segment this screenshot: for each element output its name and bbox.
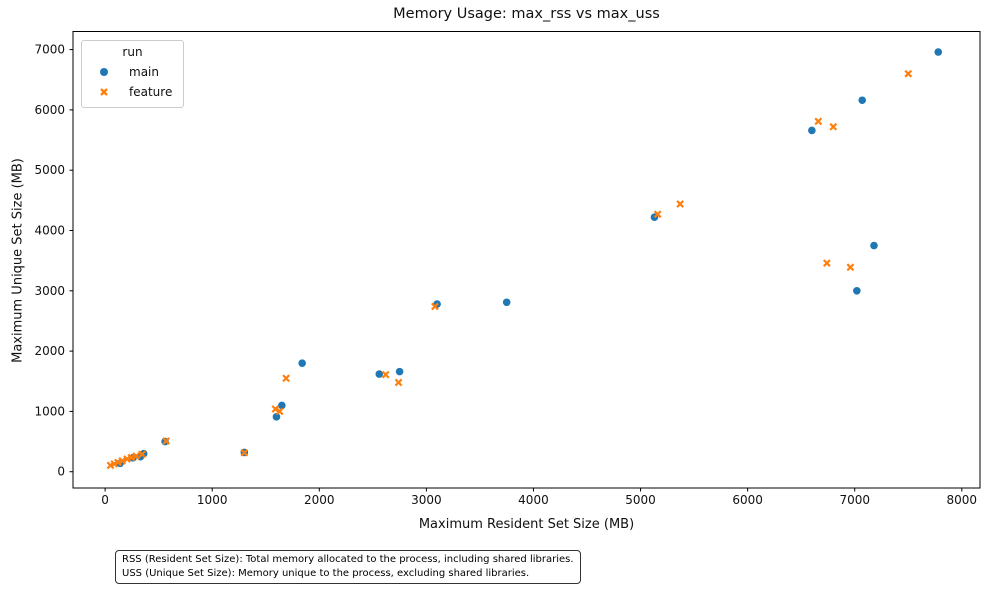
x-tick-label: 0	[101, 493, 109, 507]
scatter-point-feature	[814, 117, 823, 126]
scatter-point-feature	[904, 69, 913, 78]
scatter-point-main	[272, 413, 281, 421]
scatter-point-feature	[138, 450, 146, 459]
scatter-point-main	[502, 298, 511, 307]
scatter-point-feature	[822, 259, 831, 267]
scatter-point-feature	[676, 200, 685, 208]
y-tick-label: 4000	[34, 224, 65, 238]
scatter-point-feature	[127, 453, 136, 462]
x-tick-label: 8000	[947, 493, 978, 507]
legend-entry-feature: feature	[88, 82, 177, 102]
x-tick-label: 5000	[625, 493, 656, 507]
y-axis-label: Maximum Unique Set Size (MB)	[10, 158, 26, 363]
scatter-point-main	[853, 287, 861, 295]
y-tick-label: 5000	[34, 163, 65, 177]
scatter-point-feature	[162, 437, 171, 445]
footnote-line-uss: USS (Unique Set Size): Memory unique to …	[122, 567, 530, 579]
scatter-point-feature	[132, 452, 141, 460]
x-tick-label: 6000	[732, 493, 763, 507]
x-tick-label: 3000	[411, 493, 442, 507]
scatter-point-feature	[829, 122, 838, 131]
scatter-point-feature	[394, 378, 403, 387]
x-marker-icon	[100, 88, 108, 96]
x-tick-label: 2000	[304, 493, 335, 507]
scatter-point-feature	[271, 405, 280, 413]
scatter-point-feature	[381, 370, 390, 379]
legend-entry-main: main	[88, 62, 177, 82]
scatter-point-feature	[431, 302, 439, 311]
legend-title: run	[122, 45, 143, 59]
scatter-point-feature	[846, 263, 855, 272]
scatter-point-main	[858, 96, 867, 105]
scatter-point-main	[375, 370, 384, 378]
legend-label-feature: feature	[129, 85, 173, 99]
x-tick-label: 7000	[839, 493, 870, 507]
y-tick-label: 0	[57, 465, 65, 479]
y-tick-label: 2000	[34, 344, 65, 358]
x-tick-label: 1000	[197, 493, 228, 507]
x-axis-label: Maximum Resident Set Size (MB)	[418, 517, 635, 532]
scatter-point-main	[395, 367, 404, 376]
circle-marker-icon	[100, 68, 108, 76]
scatter-point-feature	[118, 456, 127, 465]
scatter-point-main	[934, 48, 943, 56]
legend: run main feature	[81, 40, 184, 108]
chart-title: Memory Usage: max_rss vs max_uss	[393, 6, 660, 22]
axes-frame	[72, 31, 981, 489]
footnote-line-rss: RSS (Resident Set Size): Total memory al…	[122, 554, 574, 565]
y-tick-label: 1000	[34, 404, 65, 418]
footnote-box: RSS (Resident Set Size): Total memory al…	[115, 550, 581, 584]
x-tick-label: 4000	[518, 493, 549, 507]
scatter-point-feature	[282, 374, 290, 383]
y-tick-label: 3000	[34, 284, 65, 298]
y-tick-label: 7000	[34, 43, 65, 57]
scatter-point-feature	[653, 210, 662, 219]
scatter-point-main	[808, 126, 816, 135]
y-tick-label: 6000	[34, 103, 65, 117]
scatter-point-feature	[275, 407, 284, 416]
scatter-point-main	[278, 401, 286, 410]
scatter-point-feature	[240, 448, 249, 457]
legend-label-main: main	[129, 65, 159, 79]
scatter-point-main	[870, 241, 878, 250]
scatter-point-main	[298, 359, 306, 367]
